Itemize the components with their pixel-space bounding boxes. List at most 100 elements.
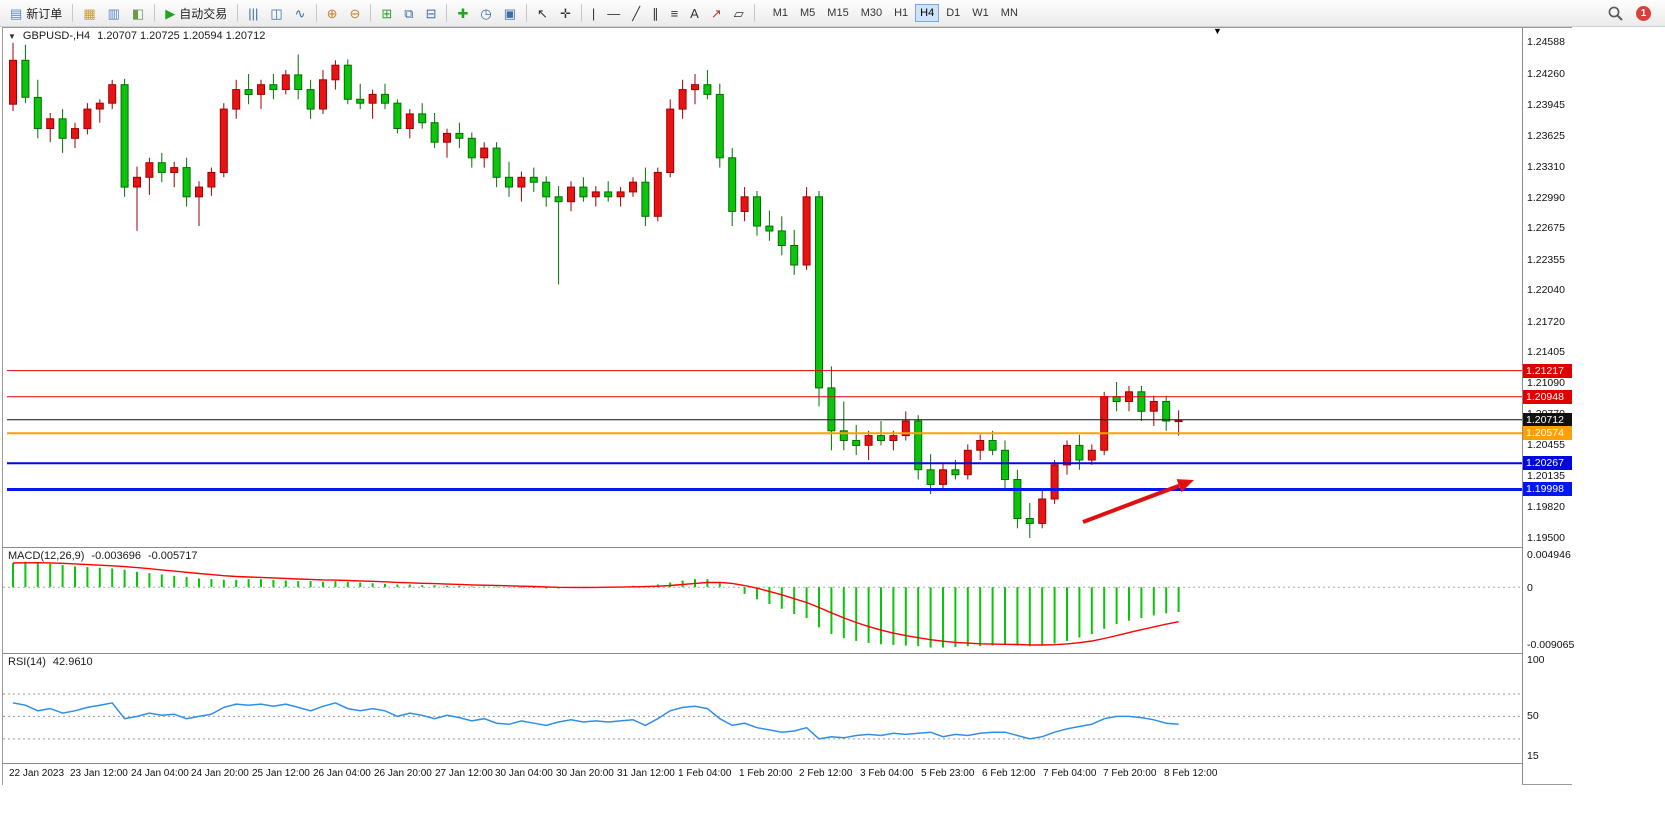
channel-icon[interactable]: ∥ [646,3,665,23]
price-axis-label: 1.21090 [1527,377,1565,389]
toolbar-separator [154,4,156,22]
vertical-line-icon[interactable]: | [586,3,601,23]
time-axis-label: 24 Jan 20:00 [191,768,249,779]
tile-windows-icon[interactable]: ⊞ [375,3,398,23]
price-axis-label: 1.22355 [1527,254,1565,266]
time-axis-label: 26 Jan 04:00 [313,768,371,779]
price-axis[interactable]: 1.24588 1.24260 1.23945 1.23625 1.23310 1.229… [1522,28,1575,784]
macd-title: MACD(12,26,9) -0.003696 -0.005717 [8,550,198,562]
shapes-icon[interactable]: ▱ [728,3,750,23]
macd-label: MACD(12,26,9) [8,550,85,562]
macd-histogram [12,561,1180,648]
rsi-label: RSI(14) [8,656,46,668]
trendline-icon[interactable]: ╱ [626,3,646,23]
time-axis[interactable]: 22 Jan 2023 23 Jan 12:00 24 Jan 04:00 24 Ja… [3,763,1522,785]
chart-menu-icon[interactable]: ▼ [8,31,16,41]
terminal-icon[interactable]: ◧ [126,3,150,23]
rsi-axis-label: 100 [1527,654,1545,666]
bar-chart-icon[interactable]: ||| [242,3,264,23]
time-axis-label: 3 Feb 04:00 [860,768,914,779]
rsi-canvas[interactable] [3,654,1522,763]
price-tag: 1.20948 [1523,390,1572,404]
rsi-axis-label: 15 [1527,750,1539,762]
macd-canvas[interactable] [3,548,1522,653]
price-axis-label: 1.21405 [1527,346,1565,358]
toolbar-separator [237,4,239,22]
zoom-out-icon[interactable]: ⊖ [343,3,366,23]
timeframe-d1-button[interactable]: D1 [946,7,961,19]
fibonacci-icon-glyph: ≡ [670,5,679,21]
timeframe-m1-button[interactable]: M1 [772,7,789,19]
cursor-icon[interactable]: ↖ [531,3,554,23]
timeframe-m15-button[interactable]: M15 [827,7,849,19]
price-chart-canvas[interactable] [3,28,1522,547]
new-chart-icon-glyph: ✚ [457,5,469,21]
time-axis-label: 30 Jan 04:00 [495,768,553,779]
zoom-in-icon[interactable]: ⊕ [321,3,344,23]
rsi-line [12,702,1179,740]
timeframe-w1-button[interactable]: W1 [972,7,989,19]
time-axis-label: 8 Feb 12:00 [1164,768,1218,779]
line-chart-icon-glyph: ∿ [294,5,306,21]
price-axis-label: 1.23625 [1527,130,1565,142]
text-icon[interactable]: A [684,3,705,23]
horizontal-line-icon-glyph: — [607,5,621,21]
fibonacci-icon[interactable]: ≡ [665,3,685,23]
navigator-icon[interactable]: ▥ [102,3,126,23]
text-icon-glyph: A [690,5,699,21]
chart-properties-icon-glyph: ▣ [503,5,517,21]
time-axis-label: 5 Feb 23:00 [921,768,975,779]
price-tag: 1.20712 [1523,413,1572,427]
new-chart-icon[interactable]: ✚ [451,3,474,23]
macd-signal-line [12,561,1179,646]
timeframe-mn-button[interactable]: MN [1000,7,1018,19]
arrange-windows-icon[interactable]: ⊟ [420,3,443,23]
macd-axis-label: 0.004946 [1527,549,1571,561]
time-axis-label: 26 Jan 20:00 [374,768,432,779]
symbol-period-label: GBPUSD-,H4 [22,30,91,42]
period-icon-glyph: ◷ [480,5,492,21]
arrange-windows-icon-glyph: ⊟ [425,5,437,21]
chart-title: ▼ GBPUSD-,H4 1.20707 1.20725 1.20594 1.2… [8,30,265,42]
tile-windows-icon-glyph: ⊞ [381,5,393,21]
autotrading-button[interactable]: ▶ 自动交易 [159,3,233,23]
arrows-icon[interactable]: ↗ [705,3,728,23]
price-chart-pane[interactable]: ▼ GBPUSD-,H4 1.20707 1.20725 1.20594 1.2… [3,26,1522,547]
price-tag: 1.20574 [1523,426,1572,440]
timeframe-h1-button[interactable]: H1 [894,7,909,19]
price-axis-label: 1.20135 [1527,470,1565,482]
price-axis-label: 1.21720 [1527,316,1565,328]
rsi-axis-label: 50 [1527,710,1539,722]
toolbar-separator [580,4,582,22]
macd-pane[interactable]: MACD(12,26,9) -0.003696 -0.005717 [3,547,1522,653]
price-axis-label: 1.24260 [1527,68,1565,80]
rsi-pane[interactable]: RSI(14) 42.9610 [3,653,1522,763]
horizontal-line-icon[interactable]: — [601,3,626,23]
horizontal-lines[interactable] [7,370,1522,491]
timeframe-m5-button[interactable]: M5 [800,7,816,19]
timeframe-h4-button[interactable]: H4 [915,4,940,22]
market-watch-icon[interactable]: ▦ [77,3,101,23]
terminal-icon-glyph: ◧ [131,5,145,21]
cascade-windows-icon[interactable]: ⧉ [398,3,419,23]
new-order-icon: ▤ [10,5,23,21]
crosshair-icon[interactable]: ✛ [554,3,577,23]
chart-properties-icon[interactable]: ▣ [498,3,522,23]
timeframe-m30-button[interactable]: M30 [860,7,883,19]
price-axis-label: 1.24588 [1527,36,1565,48]
macd-axis-label: -0.009065 [1527,639,1575,651]
time-axis-label: 6 Feb 12:00 [982,768,1036,779]
search-icon[interactable] [1607,5,1624,22]
period-icon[interactable]: ◷ [474,3,497,23]
notification-badge[interactable]: 1 [1636,5,1651,21]
time-axis-label: 30 Jan 20:00 [556,768,614,779]
chart-shift-marker[interactable]: ▼ [1213,26,1222,36]
candlestick-chart-icon[interactable]: ◫ [264,3,288,23]
toolbar-right: 1 [1607,5,1661,22]
line-chart-icon[interactable]: ∿ [289,3,312,23]
channel-icon-glyph: ∥ [652,5,659,21]
trendline-icon-glyph: ╱ [632,5,641,21]
trend-arrow[interactable] [1082,479,1194,524]
zoom-in-icon-glyph: ⊕ [326,5,338,21]
new-order-button[interactable]: ▤ 新订单 [4,3,68,23]
